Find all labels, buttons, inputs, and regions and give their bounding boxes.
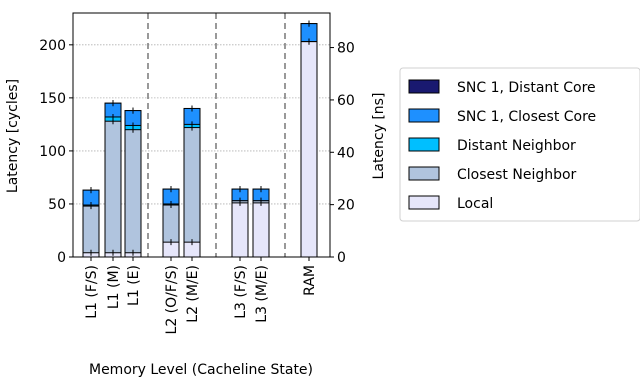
y-tick-label: 200 (39, 38, 66, 54)
bar-local (231, 202, 249, 258)
legend-swatch (408, 195, 440, 210)
legend-label: Closest Neighbor (457, 167, 577, 183)
left-y-axis-ticks: 0 50 100 150 200 (39, 38, 73, 266)
y-axis-label-right: Latency [ns] (371, 93, 387, 180)
x-axis-label: Memory Level (Cacheline State) (89, 362, 313, 378)
x-tick-label: L1 (E) (126, 265, 142, 306)
bar-closest-neighbor (82, 205, 100, 258)
legend-label: Distant Neighbor (457, 138, 576, 154)
legend-swatch (408, 79, 440, 94)
y-right-tick-label: 20 (337, 198, 355, 214)
bar-closest-neighbor (104, 120, 122, 258)
y-right-tick-label: 60 (337, 93, 355, 109)
legend: SNC 1, Distant Core SNC 1, Closest Core Di… (399, 67, 640, 222)
y-tick-label: 50 (48, 197, 66, 213)
x-tick-label: L3 (M/E) (254, 265, 270, 323)
x-tick-label: L2 (M/E) (185, 265, 201, 323)
y-right-tick-label: 40 (337, 145, 355, 161)
legend-swatch (408, 137, 440, 152)
legend-swatch (408, 166, 440, 181)
x-tick-label: L2 (O/F/S) (164, 265, 180, 334)
plot-frame (72, 12, 331, 258)
y-axis-label: Latency [cycles] (5, 79, 21, 193)
legend-label: SNC 1, Closest Core (457, 109, 596, 125)
legend-label: SNC 1, Distant Core (457, 80, 596, 96)
x-tick-label: L1 (M) (106, 265, 122, 309)
right-y-axis-ticks: 0 20 40 60 80 (330, 41, 355, 266)
legend-swatch (408, 108, 440, 123)
bar-local (252, 202, 270, 258)
x-tick-label: L3 (F/S) (233, 265, 249, 319)
y-right-tick-label: 0 (337, 250, 346, 266)
x-tick-label: RAM (302, 265, 318, 296)
legend-box (399, 67, 640, 222)
y-right-tick-label: 80 (337, 41, 355, 57)
y-tick-label: 0 (57, 250, 66, 266)
x-tick-label: L1 (F/S) (84, 265, 100, 319)
y-tick-label: 150 (39, 91, 66, 107)
legend-label: Local (457, 196, 493, 212)
bars (82, 20, 318, 258)
bar-closest-neighbor (124, 129, 142, 258)
bar-local (300, 41, 318, 258)
y-tick-label: 100 (39, 144, 66, 160)
group-separators (147, 13, 286, 257)
x-axis-ticks: L1 (F/S) L1 (M) L1 (E) L2 (O/F/S) L2 (M/E) L3… (84, 257, 318, 334)
bar-closest-neighbor (183, 127, 201, 258)
